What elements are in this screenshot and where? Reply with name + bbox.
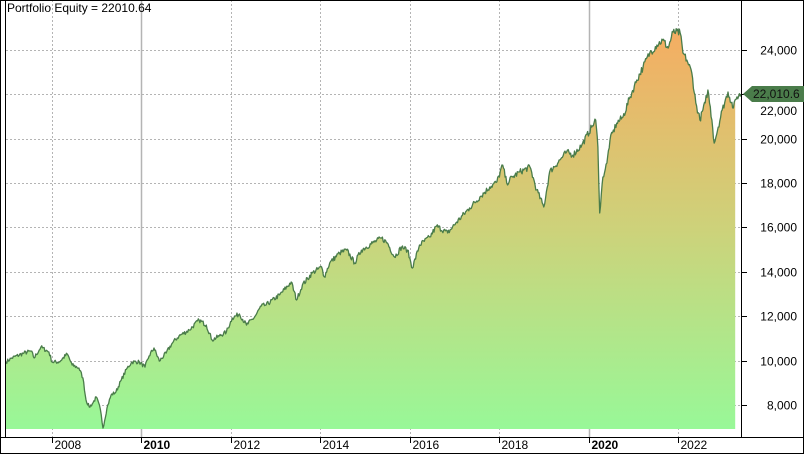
x-tick-label: 2016 bbox=[413, 438, 440, 452]
y-tick-label: 22,000 bbox=[760, 104, 797, 118]
x-tick-label: 2008 bbox=[55, 438, 82, 452]
x-tick-label: 2014 bbox=[323, 438, 350, 452]
y-tick-label: 8,000 bbox=[767, 399, 797, 413]
equity-line bbox=[5, 28, 742, 429]
y-tick-label: 12,000 bbox=[760, 310, 797, 324]
chart-title: Portfolio Equity = 22010.64 bbox=[7, 1, 152, 15]
y-tick-label: 24,000 bbox=[760, 44, 797, 58]
value-tag-arrow bbox=[743, 86, 804, 103]
y-tick-label: 14,000 bbox=[760, 266, 797, 280]
y-tick-label: 16,000 bbox=[760, 221, 797, 235]
x-tick-label: 2018 bbox=[502, 438, 529, 452]
x-tick-label: 2020 bbox=[592, 438, 619, 452]
x-tick-label: 2010 bbox=[144, 438, 171, 452]
y-tick-label: 20,000 bbox=[760, 133, 797, 147]
equity-area-fill bbox=[6, 28, 736, 430]
value-tag-label: 22,010.6 bbox=[753, 87, 800, 101]
y-tick-label: 18,000 bbox=[760, 177, 797, 191]
x-tick-label: 2012 bbox=[234, 438, 261, 452]
x-tick-label: 2022 bbox=[681, 438, 708, 452]
current-value-tag: 22,010.6 bbox=[743, 86, 804, 103]
y-tick-label: 10,000 bbox=[760, 355, 797, 369]
